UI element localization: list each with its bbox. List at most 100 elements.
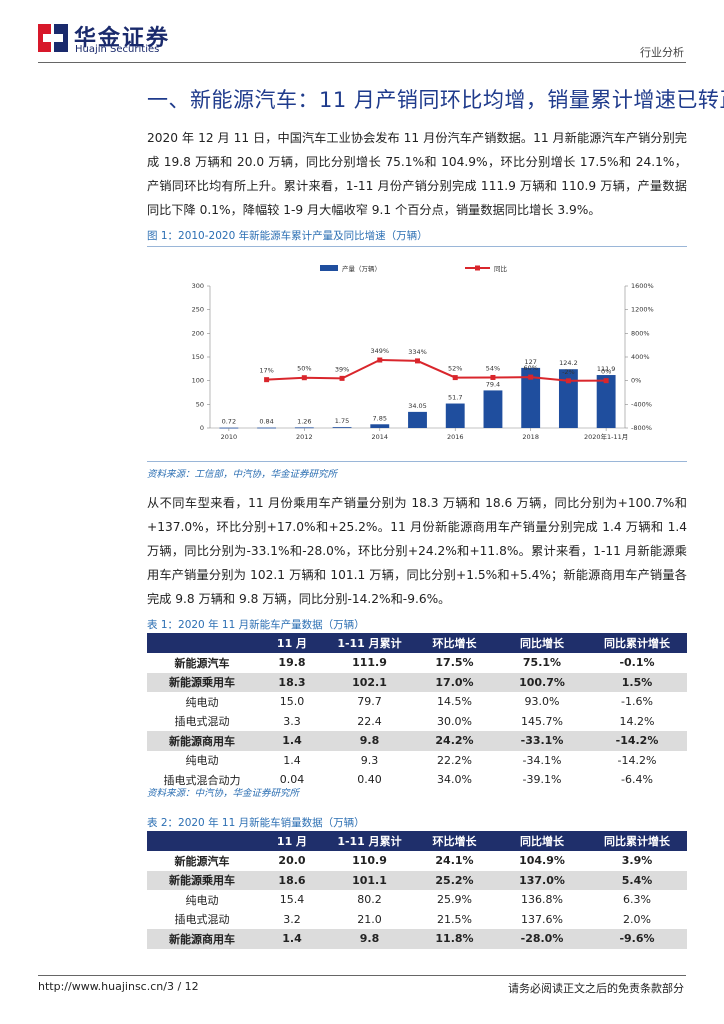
right-tick-label: 0%: [631, 377, 641, 385]
table2-cell: 20.0: [257, 851, 327, 871]
table1-cell: 新能源乘用车: [147, 672, 257, 692]
yoy-data-label: 39%: [335, 365, 349, 373]
figure-top-rule: [147, 246, 687, 247]
right-tick-label: 400%: [631, 353, 650, 361]
right-tick-label: -800%: [631, 424, 652, 432]
table1-cell: 100.7%: [497, 672, 587, 692]
header-divider: [38, 62, 686, 63]
table2-header-3: 环比增长: [412, 831, 497, 851]
left-tick-label: 100: [192, 377, 204, 385]
table1-cell: 34.0%: [437, 773, 472, 787]
table1-cell: 17.5%: [412, 653, 497, 673]
table1-cell: 新能源商用车: [147, 731, 257, 751]
yoy-point-2011: [264, 377, 270, 383]
table1-cell: 102.1: [327, 672, 412, 692]
table1-cell: -39.1%: [522, 773, 562, 787]
table2-cell: 25.2%: [412, 870, 497, 890]
table2-cell: 1.4: [257, 929, 327, 949]
yoy-point-2016: [452, 375, 458, 381]
table2-cell: -28.0%: [497, 929, 587, 949]
bar-2012: [294, 427, 314, 429]
table1-header-3: 环比增长: [412, 633, 497, 653]
bar-2016: [445, 403, 465, 428]
table1-cell: 9.8: [327, 731, 412, 751]
legend-line-label: 同比: [494, 264, 508, 273]
table1-header-0: [147, 633, 257, 653]
yoy-data-label: 0%: [601, 368, 611, 376]
yoy-point-2013: [339, 375, 345, 381]
table1-cell: 30.0%: [437, 714, 472, 728]
bar-2013: [332, 427, 352, 428]
production-chart: 0 50 100 150 200 250 300 -800% -400% 0% 400% 800% 12…: [192, 264, 654, 441]
table1-cell: 14.5%: [437, 695, 472, 709]
table-row: 插电式混动 3.2 21.0 21.5% 137.6% 2.0%: [147, 910, 687, 930]
table-row: 新能源商用车 1.4 9.8 24.2% -33.1% -14.2%: [147, 731, 687, 751]
table1-cell: 0.04: [279, 773, 305, 787]
bar-data-label: 7.85: [373, 414, 387, 422]
table1-cell: 145.7%: [521, 714, 563, 728]
table1-cell: -33.1%: [497, 731, 587, 751]
table2-header-1: 11 月: [257, 831, 327, 851]
footer-disclaimer: 请务必阅读正文之后的免责条款部分: [508, 982, 684, 995]
table2-header-2: 1-11 月累计: [327, 831, 412, 851]
yoy-data-label: -2%: [562, 368, 575, 376]
table1-cell: -6.4%: [621, 773, 653, 787]
yoy-data-label: 52%: [448, 365, 462, 373]
table1-cell: 插电式混合动力: [163, 773, 241, 787]
table2-cell: 新能源汽车: [147, 851, 257, 871]
yoy-data-label: 349%: [370, 347, 389, 355]
table1-cell: 9.3: [360, 753, 379, 767]
table1-cell: 18.3: [257, 672, 327, 692]
table1-cell: 0.40: [357, 773, 382, 787]
table2-cell: 137.6%: [521, 912, 563, 926]
table1-header-5: 同比累计增长: [587, 633, 687, 653]
footer-url[interactable]: http://www.huajinsc.cn/3 / 12: [38, 980, 199, 993]
table2-cell: 25.9%: [437, 893, 472, 907]
bar-data-label: 1.26: [297, 417, 311, 425]
left-tick-label: 200: [192, 329, 204, 337]
right-tick-label: 1200%: [631, 306, 654, 314]
left-tick-label: 300: [192, 282, 204, 290]
table2-cell: 24.1%: [412, 851, 497, 871]
table1-cell: 1.5%: [587, 672, 687, 692]
sales-table: 11 月 1-11 月累计 环比增长 同比增长 同比累计增长 新能源汽车 20.0 110.…: [147, 831, 687, 949]
table2-cell: 137.0%: [497, 870, 587, 890]
bar-data-label: 124.2: [559, 359, 578, 367]
table2-cell: 新能源商用车: [147, 929, 257, 949]
table1-cell: 19.8: [257, 653, 327, 673]
table1-cell: 17.0%: [412, 672, 497, 692]
table2-cell: 9.8: [327, 929, 412, 949]
table2-cell: 21.5%: [437, 912, 472, 926]
bar-2014: [370, 424, 390, 428]
bar-2017: [483, 390, 503, 428]
legend-line-marker: [475, 265, 480, 271]
table2-cell: 3.9%: [587, 851, 687, 871]
bar-data-label: 0.72: [222, 418, 236, 426]
yoy-line: [266, 359, 607, 382]
yoy-point-2018: [528, 374, 534, 380]
table2-cell: 18.6: [257, 870, 327, 890]
production-table: 11 月 1-11 月累计 环比增长 同比增长 同比累计增长 新能源汽车 19.8 111.…: [147, 633, 687, 790]
bar-2019: [558, 369, 578, 428]
table2-cell: 104.9%: [497, 851, 587, 871]
table1-cell: 24.2%: [412, 731, 497, 751]
table1-cell: -14.2%: [587, 731, 687, 751]
table1-cell: 3.3: [283, 714, 301, 728]
table-row: 新能源汽车 20.0 110.9 24.1% 104.9% 3.9%: [147, 851, 687, 871]
table-row: 新能源乘用车 18.3 102.1 17.0% 100.7% 1.5%: [147, 672, 687, 692]
table1-cell: 纯电动: [185, 754, 219, 768]
table2-cell: 80.2: [357, 893, 382, 907]
x-tick-label: 2018: [522, 433, 539, 441]
table2-cell: -9.6%: [587, 929, 687, 949]
table1-cell: 22.4: [357, 714, 382, 728]
table1-cell: 插电式混动: [174, 715, 230, 729]
legend-bar-label: 产量（万辆）: [342, 264, 381, 273]
table2-header-4: 同比增长: [497, 831, 587, 851]
right-tick-label: 800%: [631, 329, 650, 337]
table1-cell: 75.1%: [497, 653, 587, 673]
paragraph-models: 从不同车型来看，11 月份乘用车产销量分别为 18.3 万辆和 18.6 万辆，…: [147, 496, 687, 606]
bar-2011: [257, 427, 277, 429]
table2-cell: 110.9: [327, 851, 412, 871]
bar-data-label: 79.4: [486, 380, 500, 388]
left-tick-label: 250: [192, 306, 204, 314]
